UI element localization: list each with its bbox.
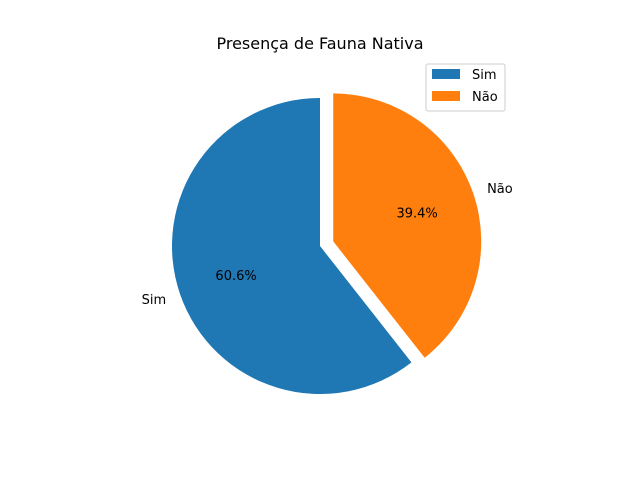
legend-label-sim: Sim [472,68,497,83]
legend-label-nao: Não [472,90,498,105]
pie-slice-sim [172,98,412,394]
slice-label-nao: Não [487,182,513,197]
chart-title: Presença de Fauna Nativa [216,34,423,53]
pct-label-sim: 60.6% [215,269,256,284]
pie-slice-nao [333,93,482,358]
pie-labels: Sim 60.6% Não 39.4% [142,182,513,308]
legend-swatch-nao [432,91,460,101]
legend: Sim Não [425,63,506,112]
legend-swatch-sim [432,69,460,79]
pct-label-nao: 39.4% [396,206,437,221]
pie-slices [172,93,482,394]
slice-label-sim: Sim [142,293,167,308]
